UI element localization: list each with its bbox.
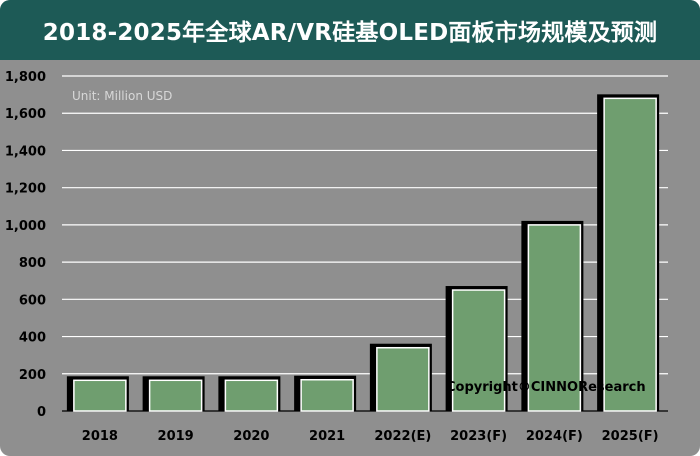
y-tick-label: 1,800: [5, 70, 46, 85]
y-tick-label: 400: [19, 331, 46, 346]
y-tick-label: 1,600: [5, 107, 46, 122]
y-tick-label: 1,000: [5, 219, 46, 234]
bar: [224, 379, 279, 412]
bar: [451, 289, 506, 412]
chart-title: 2018-2025年全球AR/VR硅基OLED面板市场规模及预测: [0, 0, 700, 60]
x-tick-label: 2023(F): [450, 429, 507, 444]
unit-label: Unit: Million USD: [72, 89, 172, 103]
bar: [300, 378, 354, 412]
x-tick-label: 2019: [158, 429, 194, 444]
x-tick-label: 2018: [82, 429, 118, 444]
bar: [376, 346, 430, 412]
y-tick-label: 1,200: [5, 182, 46, 197]
x-tick-label: 2021: [309, 429, 345, 444]
y-tick-label: 1,400: [5, 144, 46, 159]
y-tick-label: 800: [19, 256, 46, 271]
x-tick-label: 2020: [233, 429, 269, 444]
y-tick-label: 0: [37, 405, 46, 420]
x-tick-label: 2024(F): [526, 429, 583, 444]
bar: [527, 224, 582, 412]
bar: [73, 379, 127, 412]
bar: [603, 97, 657, 412]
copyright-text: Copyright©CINNOResearch: [446, 380, 646, 395]
y-tick-label: 600: [19, 293, 46, 308]
x-tick-label: 2022(E): [374, 429, 431, 444]
y-tick-label: 200: [19, 368, 46, 383]
x-tick-label: 2025(F): [602, 429, 659, 444]
bar: [148, 379, 203, 412]
